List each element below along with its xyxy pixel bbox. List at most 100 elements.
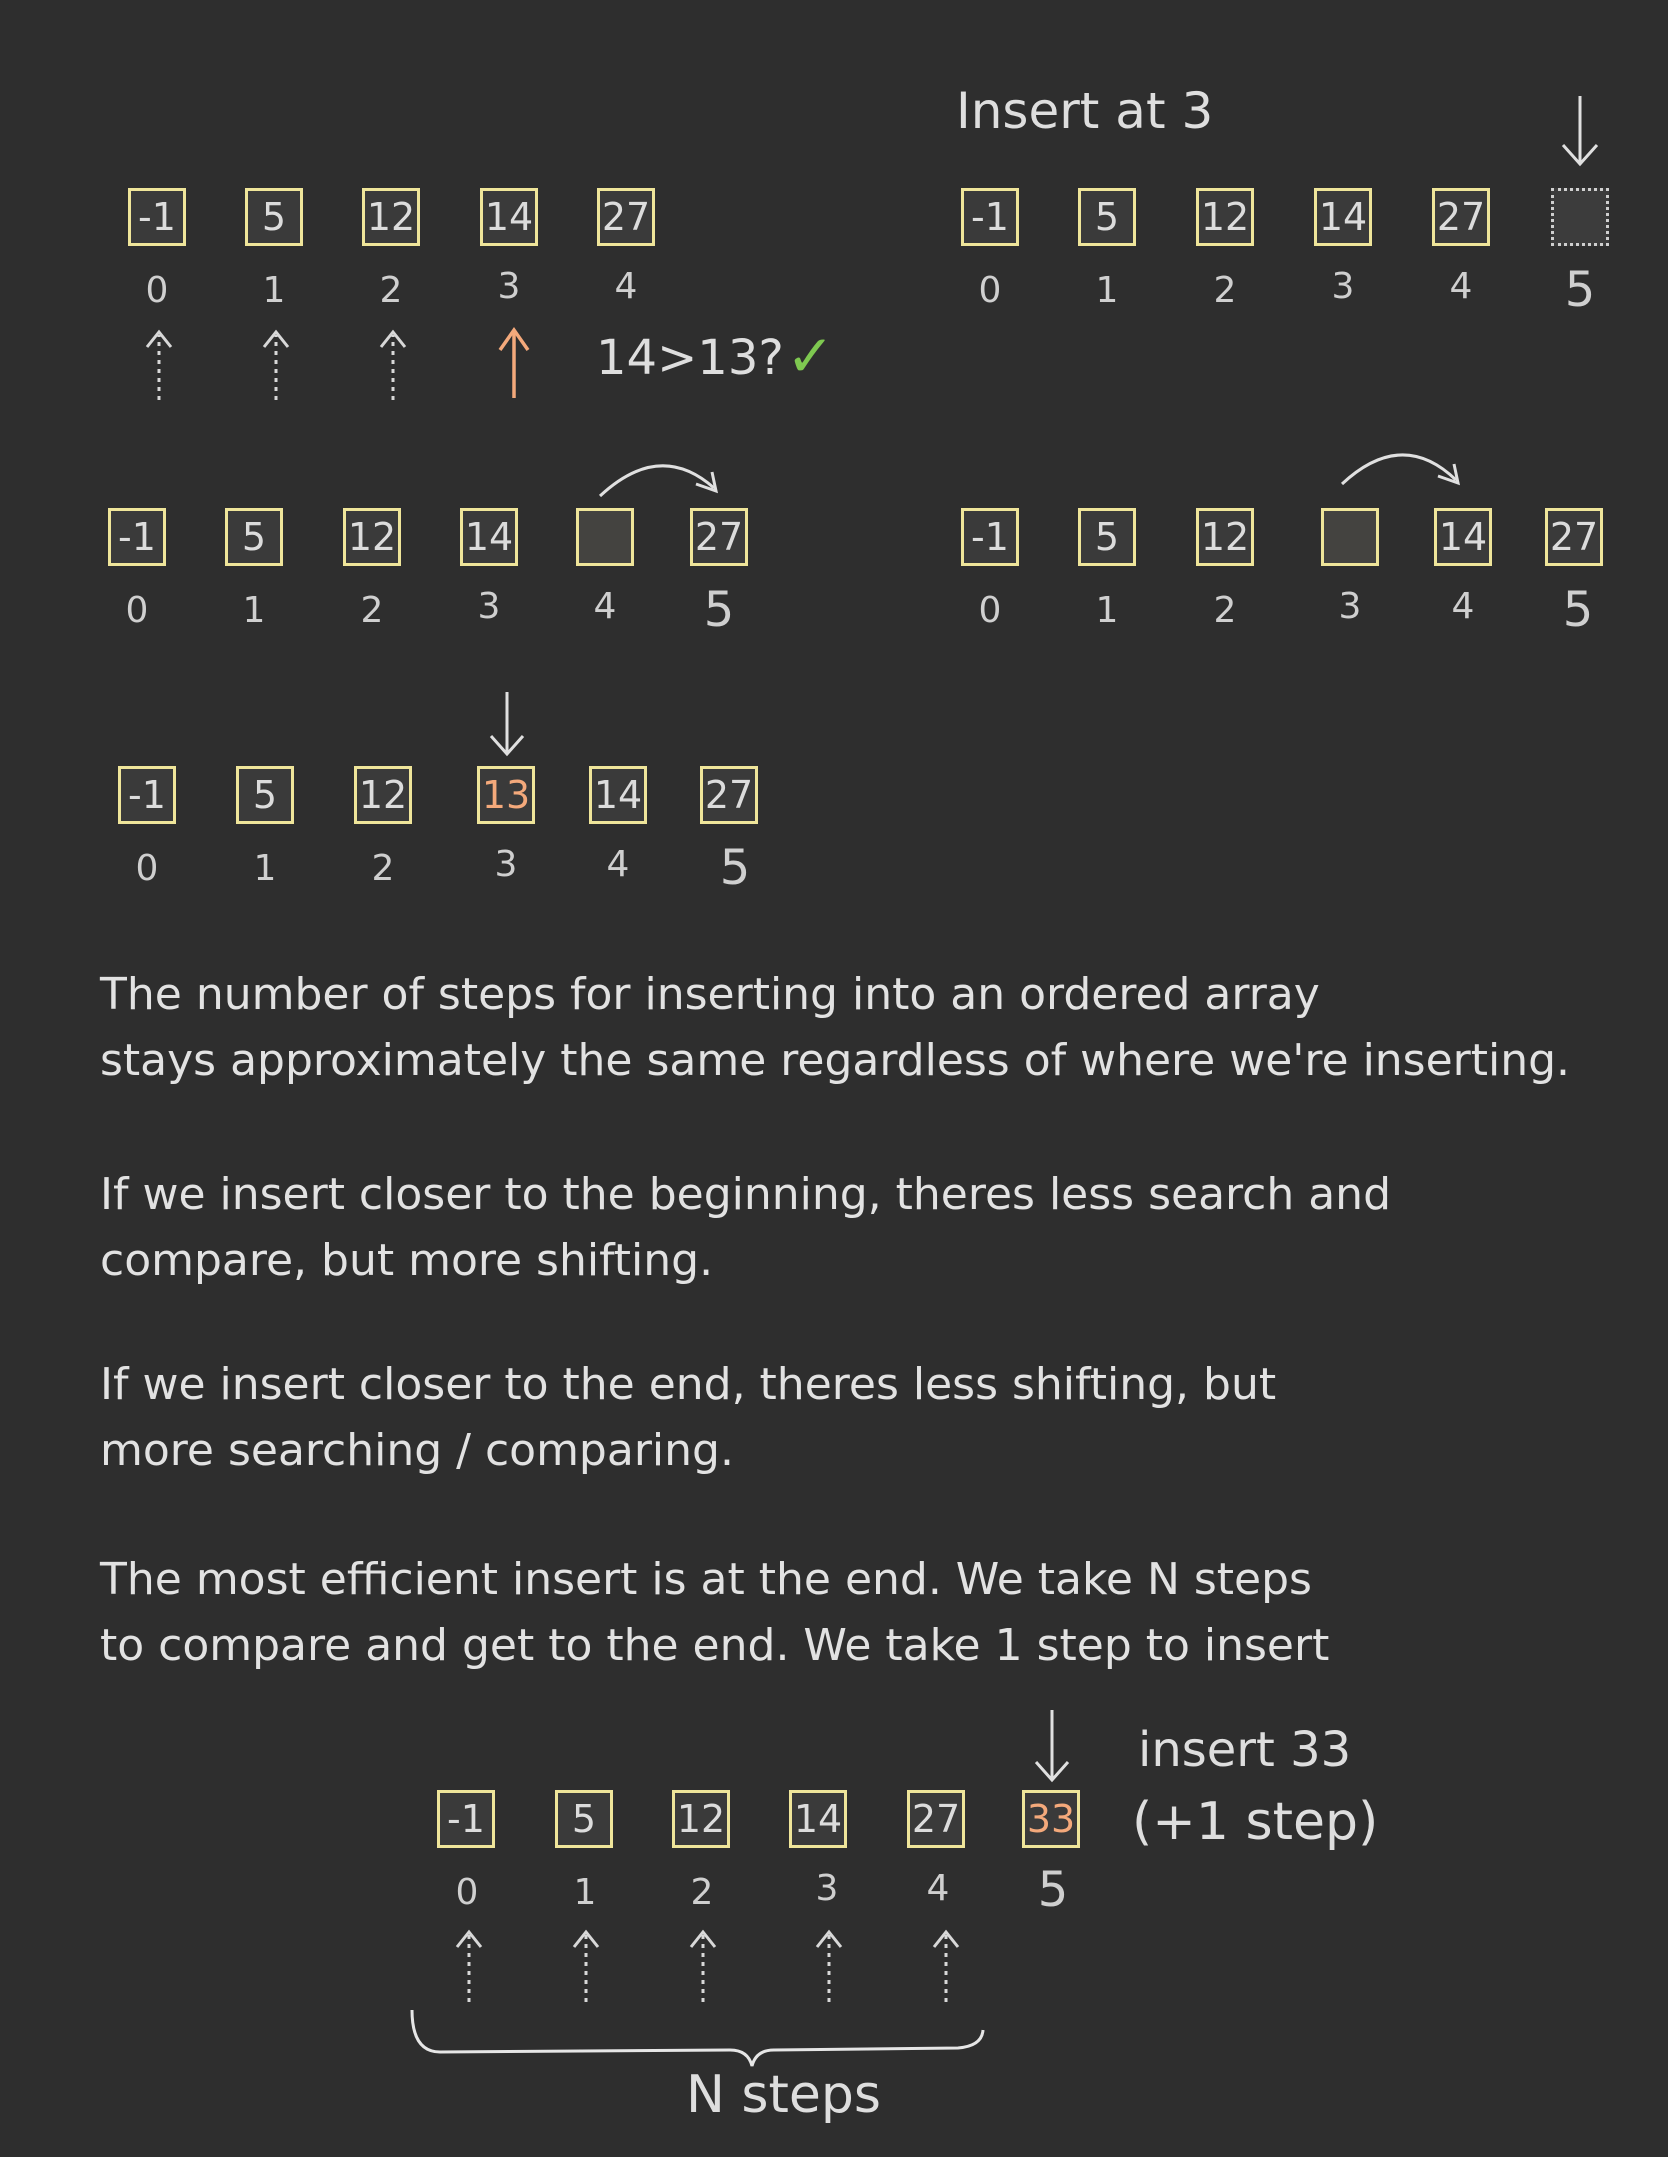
comparison-label: 14>13? (596, 330, 784, 386)
array-cell: 12 (1196, 188, 1254, 246)
array-index: 2 (379, 270, 403, 311)
dotted-up-arrow-icon (157, 335, 395, 400)
paragraph-line: The most efficient insert is at the end.… (100, 1554, 1312, 1605)
array-cell: 27 (690, 508, 748, 566)
down-arrow-icon (1561, 96, 1599, 167)
array-index: 0 (455, 1872, 479, 1913)
array-index: 4 (926, 1868, 950, 1909)
paragraph-line: to compare and get to the end. We take 1… (100, 1620, 1330, 1671)
array-cell: 27 (597, 188, 655, 246)
insert-note: insert 33 (1138, 1722, 1352, 1778)
empty-slot (1551, 188, 1609, 246)
array-index: 2 (1213, 270, 1237, 311)
array-index: 3 (497, 266, 521, 307)
array-cell: 12 (343, 508, 401, 566)
array-index: 0 (135, 848, 159, 889)
array-index: 3 (1338, 586, 1362, 627)
array-index: 0 (978, 590, 1002, 631)
array-cell: 14 (460, 508, 518, 566)
step-note: (+1 step) (1132, 1792, 1379, 1852)
array-cell: 12 (672, 1790, 730, 1848)
down-arrow-icon (1034, 1710, 1070, 1783)
array-cell: -1 (961, 508, 1019, 566)
array-index: 3 (494, 844, 518, 885)
array-cell: 27 (907, 1790, 965, 1848)
array-cell: -1 (128, 188, 186, 246)
array-index: 1 (262, 270, 286, 311)
array-cell: 14 (1314, 188, 1372, 246)
array-cell: 5 (555, 1790, 613, 1848)
array-cell: -1 (961, 188, 1019, 246)
diagram-title: Insert at 3 (956, 82, 1214, 140)
empty-slot (1321, 508, 1379, 566)
down-arrow-icon (489, 692, 525, 757)
curved-arrow-icon (1340, 453, 1461, 486)
array-cell: 12 (1196, 508, 1254, 566)
array-cell: 5 (225, 508, 283, 566)
paragraph-line: If we insert closer to the beginning, th… (100, 1169, 1391, 1220)
array-index: 2 (360, 590, 384, 631)
arrow-head-icon (145, 329, 407, 348)
array-index: 1 (242, 590, 266, 631)
array-index: 4 (1449, 266, 1473, 307)
paragraph-line: more searching / comparing. (100, 1425, 734, 1476)
array-index: 5 (719, 840, 751, 896)
empty-slot (576, 508, 634, 566)
dotted-up-arrow-icon (467, 1935, 948, 2002)
paragraph-line: compare, but more shifting. (100, 1235, 714, 1286)
paragraph-efficient: The most efficient insert is at the end.… (100, 1547, 1620, 1679)
array-index: 0 (125, 590, 149, 631)
array-index: 5 (1564, 262, 1596, 318)
curved-arrow-icon (598, 464, 719, 498)
array-cell: -1 (437, 1790, 495, 1848)
array-cell: 5 (1078, 508, 1136, 566)
array-index: 3 (815, 1868, 839, 1909)
paragraph-steps: The number of steps for inserting into a… (100, 962, 1620, 1094)
inserted-cell: 33 (1022, 1790, 1080, 1848)
array-cell: 12 (362, 188, 420, 246)
paragraph-beginning: If we insert closer to the beginning, th… (100, 1162, 1620, 1294)
array-index: 4 (606, 844, 630, 885)
array-index: 4 (614, 266, 638, 307)
brace-label: N steps (686, 2065, 881, 2125)
array-index: 4 (1451, 586, 1475, 627)
array-index: 2 (1213, 590, 1237, 631)
arrow-head-icon (455, 1929, 960, 1948)
brace-icon (410, 2009, 985, 2067)
array-index: 3 (1331, 266, 1355, 307)
array-index: 4 (593, 586, 617, 627)
array-cell: -1 (118, 766, 176, 824)
array-cell: 27 (700, 766, 758, 824)
array-cell: 27 (1432, 188, 1490, 246)
array-cell: 14 (789, 1790, 847, 1848)
inserted-cell: 13 (477, 766, 535, 824)
array-index: 0 (145, 270, 169, 311)
array-index: 5 (703, 582, 735, 638)
array-index: 1 (253, 848, 277, 889)
array-cell: 5 (1078, 188, 1136, 246)
array-cell: 27 (1545, 508, 1603, 566)
paragraph-line: The number of steps for inserting into a… (100, 969, 1320, 1020)
array-index: 1 (1095, 270, 1119, 311)
array-index: 2 (690, 1872, 714, 1913)
array-index: 1 (1095, 590, 1119, 631)
array-cell: 14 (589, 766, 647, 824)
array-cell: 14 (1434, 508, 1492, 566)
array-cell: 5 (245, 188, 303, 246)
paragraph-line: If we insert closer to the end, theres l… (100, 1359, 1277, 1410)
paragraph-line: stays approximately the same regardless … (100, 1035, 1571, 1086)
array-index: 5 (1562, 582, 1594, 638)
array-index: 0 (978, 270, 1002, 311)
array-cell: 5 (236, 766, 294, 824)
orange-up-arrow-icon (498, 326, 530, 398)
array-index: 1 (573, 1872, 597, 1913)
paragraph-end: If we insert closer to the end, theres l… (100, 1352, 1620, 1484)
array-cell: 14 (480, 188, 538, 246)
array-index: 5 (1037, 1862, 1069, 1918)
check-icon: ✓ (786, 322, 835, 390)
array-cell: -1 (108, 508, 166, 566)
array-index: 2 (371, 848, 395, 889)
array-cell: 12 (354, 766, 412, 824)
array-index: 3 (477, 586, 501, 627)
